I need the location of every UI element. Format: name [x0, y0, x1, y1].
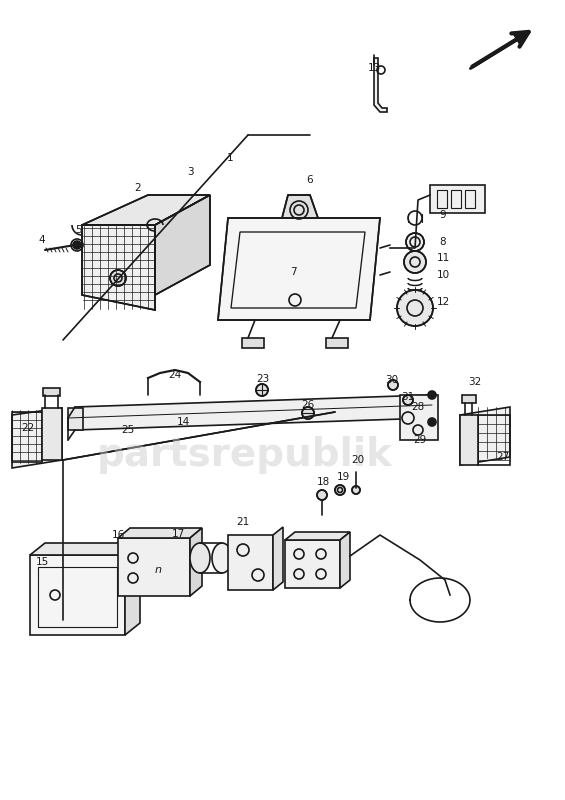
Polygon shape: [125, 543, 140, 635]
Text: 22: 22: [21, 423, 34, 433]
Bar: [285, 540, 340, 588]
Text: 14: 14: [176, 417, 190, 427]
Polygon shape: [218, 218, 380, 320]
Polygon shape: [340, 532, 350, 588]
Polygon shape: [82, 195, 210, 225]
Text: 16: 16: [111, 530, 125, 540]
Text: 29: 29: [414, 435, 427, 445]
Bar: [460, 415, 478, 465]
Polygon shape: [118, 528, 202, 538]
Polygon shape: [285, 532, 350, 540]
Text: 3: 3: [186, 167, 193, 177]
Text: 7: 7: [290, 267, 296, 277]
Text: 11: 11: [436, 253, 450, 263]
Bar: [242, 338, 264, 348]
Circle shape: [406, 233, 424, 251]
Text: n: n: [154, 565, 162, 575]
Bar: [462, 395, 476, 403]
Text: 26: 26: [301, 400, 315, 410]
Polygon shape: [273, 527, 283, 590]
Ellipse shape: [212, 543, 232, 573]
Circle shape: [352, 486, 360, 494]
Bar: [465, 190, 475, 208]
Text: 31: 31: [401, 392, 415, 402]
Text: 9: 9: [440, 210, 446, 220]
Text: 24: 24: [168, 370, 181, 380]
Circle shape: [397, 290, 433, 326]
Circle shape: [335, 485, 345, 495]
Polygon shape: [155, 195, 210, 295]
Polygon shape: [374, 58, 387, 112]
Text: 17: 17: [171, 529, 185, 539]
Circle shape: [317, 490, 327, 500]
Text: 6: 6: [307, 175, 314, 185]
Circle shape: [388, 380, 398, 390]
Text: 10: 10: [436, 270, 450, 280]
Text: 30: 30: [385, 375, 398, 385]
Text: 25: 25: [121, 425, 134, 435]
Text: partsrepublik: partsrepublik: [97, 436, 393, 474]
Text: 15: 15: [36, 557, 49, 567]
Text: 12: 12: [436, 297, 450, 307]
Text: 5: 5: [75, 225, 81, 235]
Circle shape: [256, 384, 268, 396]
Circle shape: [302, 407, 314, 419]
Circle shape: [428, 418, 436, 426]
Polygon shape: [75, 395, 432, 430]
Polygon shape: [190, 528, 202, 596]
Circle shape: [110, 270, 126, 286]
Bar: [42, 408, 62, 460]
Bar: [228, 535, 273, 590]
Bar: [478, 415, 510, 465]
Bar: [30, 555, 125, 635]
Text: 32: 32: [468, 377, 481, 387]
Bar: [68, 408, 83, 430]
Text: 20: 20: [351, 455, 364, 465]
Text: 27: 27: [497, 452, 510, 462]
Text: 28: 28: [411, 402, 425, 412]
Text: 13: 13: [367, 63, 381, 73]
Text: 1: 1: [227, 153, 233, 163]
Bar: [118, 538, 190, 596]
Circle shape: [73, 241, 81, 249]
Polygon shape: [460, 407, 510, 465]
Bar: [12, 412, 42, 462]
Bar: [451, 190, 461, 208]
Circle shape: [428, 391, 436, 399]
Text: 19: 19: [336, 472, 350, 482]
Bar: [326, 338, 348, 348]
Circle shape: [403, 395, 413, 405]
Circle shape: [404, 251, 426, 273]
Text: 2: 2: [134, 183, 141, 193]
Polygon shape: [400, 395, 438, 440]
Polygon shape: [30, 543, 140, 555]
Ellipse shape: [190, 543, 210, 573]
Polygon shape: [12, 408, 62, 468]
Bar: [437, 190, 447, 208]
Text: 23: 23: [257, 374, 270, 384]
Polygon shape: [82, 225, 155, 310]
Text: 4: 4: [38, 235, 45, 245]
Text: 8: 8: [440, 237, 446, 247]
Text: 21: 21: [236, 517, 250, 527]
Bar: [430, 185, 485, 213]
Polygon shape: [282, 195, 318, 218]
Text: 18: 18: [316, 477, 329, 487]
Bar: [43, 388, 60, 396]
